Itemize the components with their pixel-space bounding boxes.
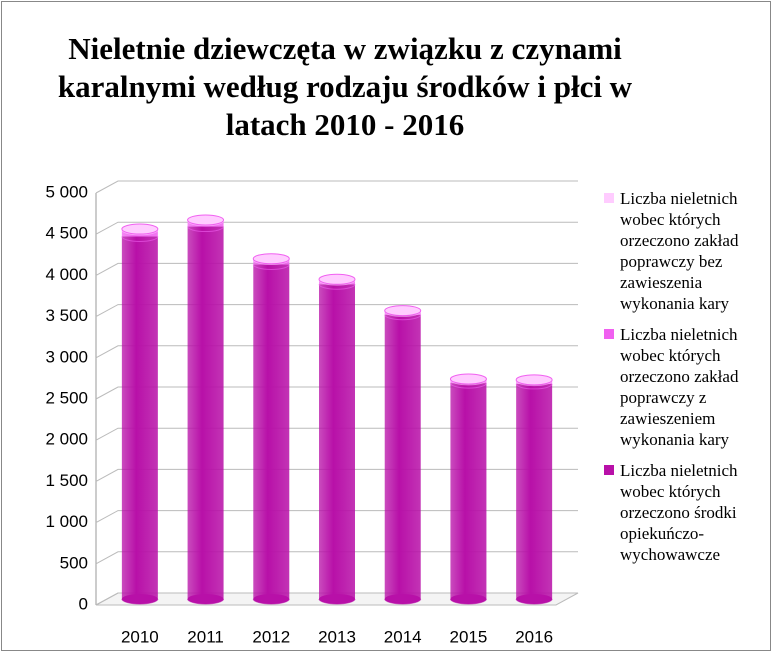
bar-segment-edge [121,598,159,605]
grid-line [95,551,578,565]
bar-top [318,273,356,285]
bar-top [449,373,487,385]
y-tick-label: 5 000 [45,182,88,201]
bar-segment-edge [318,284,356,290]
bar-segment-edge [252,264,290,270]
y-tick-label: 1 500 [45,471,88,490]
bar-segment [516,383,553,599]
grid-line [95,262,578,276]
bar-segment [187,226,224,599]
y-tick-label: 4 500 [45,224,88,243]
legend-item: Liczba nieletnich wobec których orzeczon… [604,460,774,565]
grid-line [95,221,578,235]
grid-line [95,468,578,482]
bar-top [121,223,159,235]
x-tick-label: 2011 [187,627,224,646]
legend-label: Liczba nieletnich wobec których orzeczon… [620,461,738,564]
bar-top [515,374,553,386]
legend-item: Liczba nieletnich wobec których orzeczon… [604,188,774,314]
bar-segment-edge [515,380,553,387]
legend-swatch [604,193,614,203]
x-tick-label: 2010 [121,627,159,646]
grid-line [95,304,578,318]
bar-segment-edge [318,598,356,605]
grid-line [95,592,578,606]
legend-swatch [604,465,614,475]
bar-top [187,214,225,226]
bar-segment-edge [187,226,225,233]
y-tick-label: 3 000 [45,347,88,366]
bar-segment [121,236,158,599]
y-tick-label: 1 000 [45,512,88,531]
bar-segment-edge [252,259,290,266]
bar-segment-edge [515,383,553,390]
grid-line [95,386,578,400]
legend: Liczba nieletnich wobec których orzeczon… [604,188,774,575]
bar-segment-edge [384,314,422,321]
bar-segment [319,284,355,599]
x-tick-label: 2012 [252,627,290,646]
bar-segment-edge [515,598,553,605]
bar-segment-edge [384,598,422,605]
bar-segment-edge [449,382,487,389]
bar-segment [384,314,421,599]
y-tick-label: 4 000 [45,265,88,284]
grid-line [95,180,578,194]
bar-top [252,253,290,265]
bar-top [384,305,422,317]
legend-item: Liczba nieletnich wobec których orzeczon… [604,324,774,450]
y-tick-label: 0 [79,594,88,613]
legend-swatch [604,329,614,339]
y-tick-label: 2 000 [45,430,88,449]
grid-line [95,510,578,524]
x-tick-label: 2015 [450,627,488,646]
grid-line [95,345,578,359]
x-tick-label: 2014 [384,627,422,646]
bar-segment [450,383,487,599]
y-tick-label: 500 [60,553,88,572]
y-tick-label: 2 500 [45,388,88,407]
y-tick-label: 3 500 [45,306,88,325]
bar-segment-edge [187,598,225,605]
bar-segment [253,264,290,599]
grid-line [95,427,578,441]
bar-segment-edge [449,379,487,386]
x-tick-label: 2016 [515,627,553,646]
legend-label: Liczba nieletnich wobec których orzeczon… [620,325,739,449]
bar-segment-edge [187,220,225,227]
bar-segment-edge [121,229,159,236]
bar-segment-edge [449,598,487,605]
legend-label: Liczba nieletnich wobec których orzeczon… [620,189,739,313]
bar-segment-edge [384,311,422,317]
bar-segment-edge [318,279,356,286]
x-tick-label: 2013 [318,627,356,646]
bar-segment-edge [252,598,290,605]
bar-segment-edge [121,236,159,242]
chart-title: Nieletnie dziewczęta w związku z czynami… [57,31,633,142]
